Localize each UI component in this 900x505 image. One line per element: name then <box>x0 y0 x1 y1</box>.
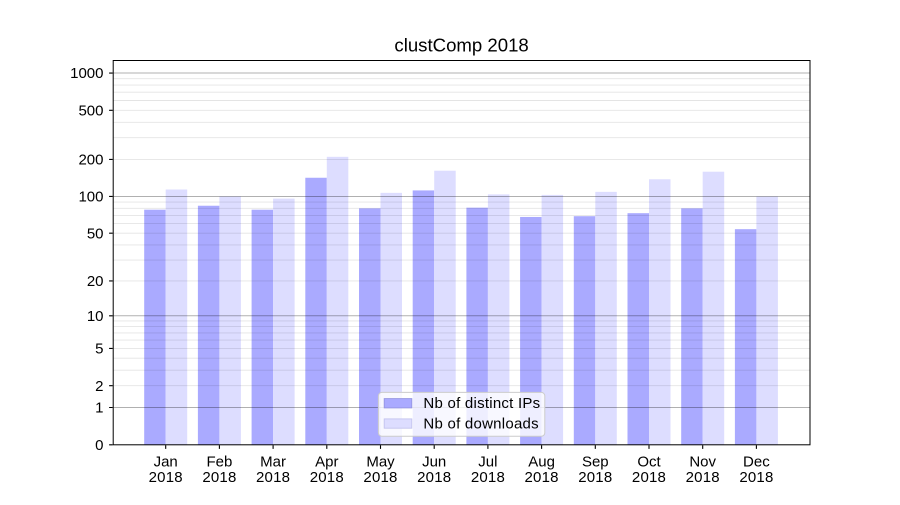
svg-text:clustComp 2018: clustComp 2018 <box>394 35 528 56</box>
svg-text:200: 200 <box>78 152 103 169</box>
svg-text:Jul: Jul <box>478 454 497 471</box>
svg-text:10: 10 <box>87 308 104 325</box>
svg-text:2018: 2018 <box>632 469 666 486</box>
svg-text:50: 50 <box>87 225 104 242</box>
svg-text:Nb of downloads: Nb of downloads <box>423 416 539 433</box>
svg-text:1: 1 <box>95 400 103 417</box>
svg-text:Aug: Aug <box>528 454 555 471</box>
svg-text:2: 2 <box>95 378 103 395</box>
svg-text:2018: 2018 <box>525 469 559 486</box>
svg-text:2018: 2018 <box>739 469 773 486</box>
svg-text:Oct: Oct <box>637 454 661 471</box>
svg-text:1000: 1000 <box>70 65 103 82</box>
svg-text:Feb: Feb <box>206 454 232 471</box>
svg-text:2018: 2018 <box>686 469 720 486</box>
svg-text:2018: 2018 <box>149 469 183 486</box>
svg-text:Nov: Nov <box>689 454 716 471</box>
svg-text:Sep: Sep <box>582 454 609 471</box>
svg-text:2018: 2018 <box>363 469 397 486</box>
svg-text:20: 20 <box>87 273 104 290</box>
svg-text:Mar: Mar <box>260 454 286 471</box>
svg-text:500: 500 <box>78 103 103 120</box>
svg-text:Jun: Jun <box>422 454 446 471</box>
svg-text:2018: 2018 <box>417 469 451 486</box>
svg-text:May: May <box>366 454 395 471</box>
svg-text:0: 0 <box>95 437 103 454</box>
svg-text:Apr: Apr <box>315 454 338 471</box>
svg-text:5: 5 <box>95 341 103 358</box>
svg-text:2018: 2018 <box>310 469 344 486</box>
svg-text:100: 100 <box>78 189 103 206</box>
svg-text:Nb of distinct IPs: Nb of distinct IPs <box>423 395 540 412</box>
svg-text:2018: 2018 <box>471 469 505 486</box>
svg-text:Dec: Dec <box>743 454 770 471</box>
svg-text:2018: 2018 <box>256 469 290 486</box>
svg-text:Jan: Jan <box>154 454 178 471</box>
svg-text:2018: 2018 <box>202 469 236 486</box>
svg-text:2018: 2018 <box>578 469 612 486</box>
